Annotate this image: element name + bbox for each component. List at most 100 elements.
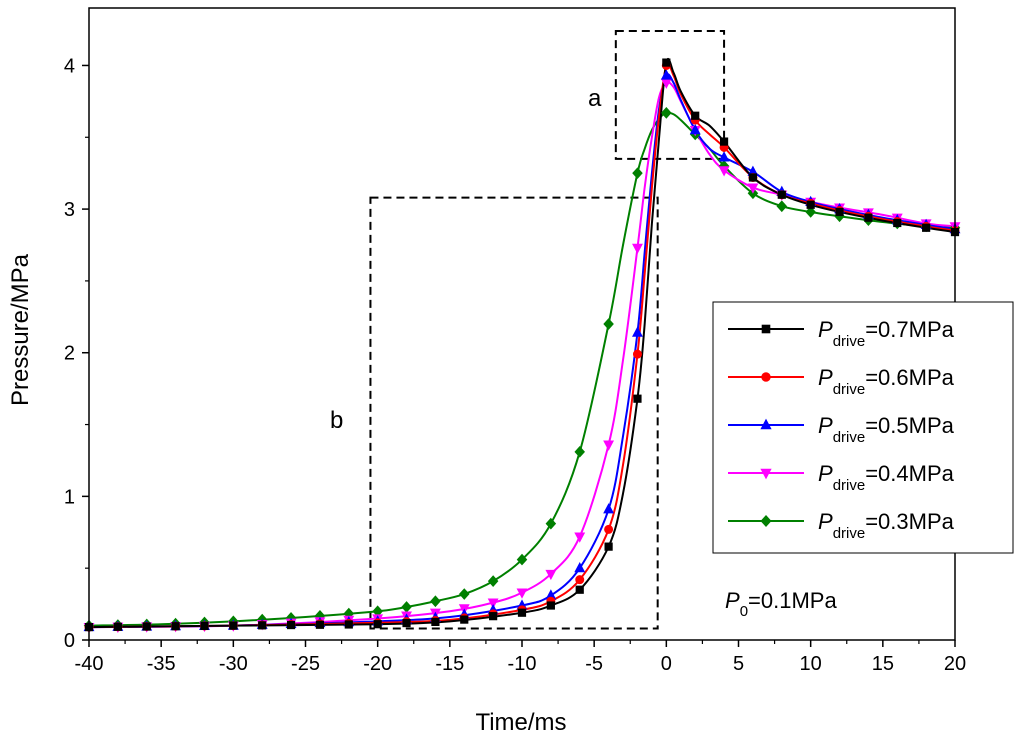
legend-label-main: P <box>818 317 833 342</box>
legend-label-sub: drive <box>833 525 866 542</box>
series-marker-0 <box>113 622 122 631</box>
series-marker-4 <box>487 575 499 587</box>
legend-label-value: =0.6MPa <box>865 365 954 390</box>
series-marker-3 <box>718 166 730 177</box>
series-marker-4 <box>603 318 614 330</box>
series-line-3 <box>88 81 956 629</box>
series-marker-4 <box>632 167 643 180</box>
series-marker-0 <box>402 618 411 628</box>
legend-label-value: =0.4MPa <box>865 461 954 486</box>
legend-label-2: Pdrive=0.5MPa <box>818 413 955 446</box>
series-marker-0 <box>517 608 527 617</box>
x-tick-label: 10 <box>800 653 822 675</box>
x-tick-label: -10 <box>508 653 537 675</box>
series-marker-0 <box>777 190 786 199</box>
legend-label-sub: drive <box>833 477 866 494</box>
series-marker-4 <box>458 588 470 600</box>
annotation-box-a <box>614 29 726 160</box>
series-marker-0 <box>431 617 440 627</box>
series-marker-0 <box>835 207 844 217</box>
series-marker-0 <box>922 223 931 232</box>
y-tick-label: 4 <box>64 55 75 77</box>
series-marker-4 <box>805 206 816 218</box>
legend: Pdrive=0.7MPaPdrive=0.6MPaPdrive=0.5MPaP… <box>728 317 955 542</box>
x-axis-title: Time/ms <box>475 709 566 736</box>
legend-marker-4 <box>760 514 772 528</box>
series-marker-3 <box>574 532 586 543</box>
legend-label-main: P <box>818 413 833 438</box>
series-marker-4 <box>574 445 586 458</box>
p0-annotation: P0=0.1MPa <box>725 588 837 620</box>
series-marker-0 <box>460 615 469 624</box>
series-marker-0 <box>344 620 353 629</box>
x-tick-label: 20 <box>944 653 966 675</box>
annotation-boxes <box>369 29 726 630</box>
axis-tick-labels: -40 -35 -30 -25 -20 -15 -10 -5 0 5 10 15 20 0 1 2 3 4 <box>64 55 966 675</box>
legend-marker-0 <box>761 324 771 334</box>
legend-label-main: P <box>818 509 833 534</box>
series-marker-2 <box>660 69 672 80</box>
annotation-label-b: b <box>330 407 343 434</box>
legend-label-sub: drive <box>833 429 866 446</box>
x-tick-label: -15 <box>435 653 464 675</box>
y-tick-label: 3 <box>64 199 75 221</box>
series-marker-0 <box>229 621 238 630</box>
series-marker-2 <box>689 123 701 135</box>
axis-ticks <box>82 64 956 647</box>
legend-label-value: =0.7MPa <box>865 317 954 342</box>
series-marker-0 <box>633 394 642 403</box>
series-marker-0 <box>719 137 729 146</box>
legend-label-4: Pdrive=0.3MPa <box>818 509 955 542</box>
p0-value: =0.1MPa <box>748 588 837 613</box>
x-tick-label: -5 <box>585 653 603 675</box>
series-marker-0 <box>286 620 296 630</box>
series-marker-4 <box>776 200 788 213</box>
legend-label-0: Pdrive=0.7MPa <box>818 317 955 350</box>
series-marker-0 <box>373 620 382 629</box>
x-tick-label: -25 <box>291 653 320 675</box>
series-marker-3 <box>487 598 499 609</box>
legend-label-value: =0.5MPa <box>865 413 954 438</box>
series-marker-2 <box>603 503 615 514</box>
legend-label-main: P <box>818 365 833 390</box>
series-marker-0 <box>662 58 671 67</box>
legend-label-3: Pdrive=0.4MPa <box>818 461 955 494</box>
annotation-label-a: a <box>588 85 602 112</box>
series-line-0 <box>88 57 956 629</box>
x-tick-label: 5 <box>733 653 744 675</box>
series-marker-4 <box>516 553 528 566</box>
legend-label-sub: drive <box>833 381 866 398</box>
series-marker-3 <box>747 183 759 194</box>
x-tick-label: 15 <box>872 653 894 675</box>
legend-label-sub: drive <box>833 333 866 350</box>
series-marker-0 <box>489 612 498 621</box>
series-marker-3 <box>603 440 615 451</box>
series-marker-3 <box>632 243 643 255</box>
x-tick-label: -20 <box>363 653 392 675</box>
series-marker-0 <box>604 542 613 551</box>
series-marker-0 <box>546 601 555 610</box>
p0-sub: 0 <box>740 603 748 620</box>
series-marker-4 <box>545 517 557 530</box>
x-tick-label: 0 <box>661 653 672 675</box>
series-marker-2 <box>574 562 586 573</box>
series-marker-0 <box>691 111 700 120</box>
series-marker-0 <box>171 622 180 631</box>
series-marker-0 <box>864 213 873 222</box>
series-marker-2 <box>718 151 730 162</box>
y-tick-label: 2 <box>64 343 75 365</box>
series-marker-1 <box>575 575 585 585</box>
legend-marker-3 <box>760 468 772 480</box>
legend-label-1: Pdrive=0.6MPa <box>818 365 955 398</box>
series-marker-1 <box>632 349 642 359</box>
series-marker-3 <box>545 569 557 581</box>
series-marker-4 <box>401 601 412 613</box>
series-marker-0 <box>748 173 758 182</box>
annotation-box-b <box>369 196 659 630</box>
series-marker-0 <box>806 200 815 209</box>
legend-label-value: =0.3MPa <box>865 509 954 534</box>
series-marker-0 <box>142 622 151 631</box>
series-marker-0 <box>893 218 902 228</box>
series-marker-0 <box>315 620 325 629</box>
